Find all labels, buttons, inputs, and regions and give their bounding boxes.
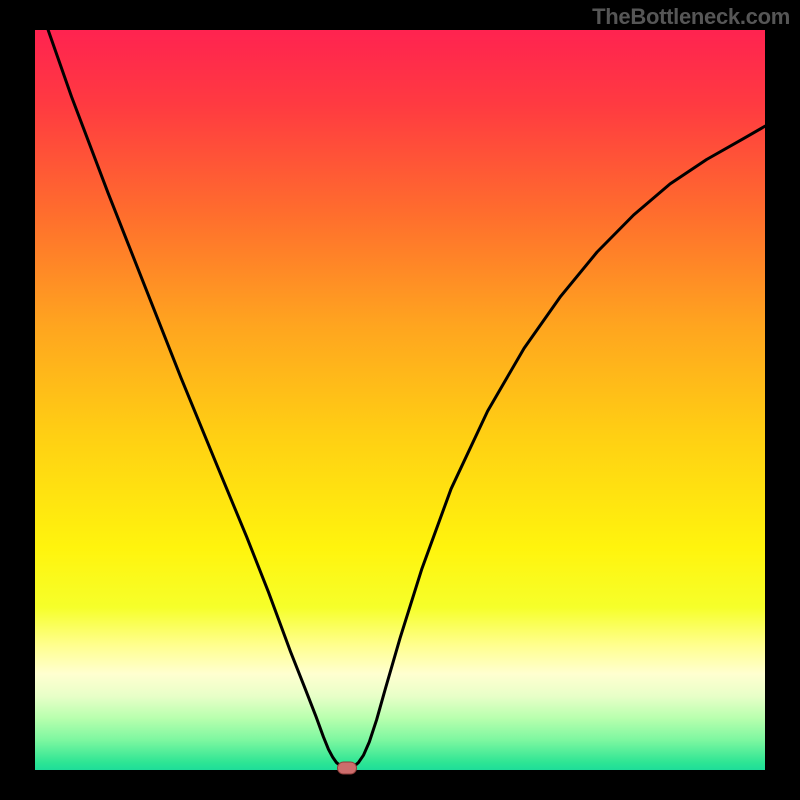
plot-area xyxy=(35,30,765,770)
optimum-marker xyxy=(337,761,357,774)
watermark-text: TheBottleneck.com xyxy=(592,4,790,30)
bottleneck-curve xyxy=(35,30,765,770)
chart-frame: TheBottleneck.com xyxy=(0,0,800,800)
